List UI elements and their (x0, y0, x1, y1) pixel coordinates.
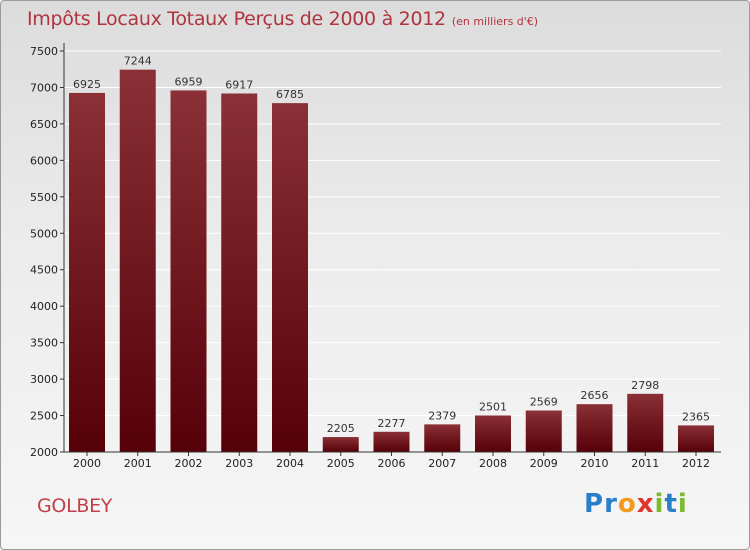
bar-2011 (627, 393, 664, 452)
y-tick-label: 4500 (30, 264, 58, 277)
bar-2002 (170, 90, 207, 452)
x-tick-label-2004: 2004 (276, 457, 304, 470)
title-line: Impôts Locaux Totaux Perçus de 2000 à 20… (27, 8, 538, 30)
y-tick-label: 7500 (30, 45, 58, 58)
y-tick-label: 3500 (30, 337, 58, 350)
y-tick-label: 7000 (30, 81, 58, 94)
x-tick-label-2005: 2005 (327, 457, 355, 470)
data-label-2010: 2656 (581, 389, 609, 402)
data-label-2006: 2277 (378, 417, 406, 430)
y-tick-label: 3000 (30, 373, 58, 386)
logo-letter: P (584, 489, 605, 519)
y-tick-label: 6500 (30, 118, 58, 131)
logo-letter: i (654, 489, 665, 519)
y-tick-label: 2000 (30, 446, 58, 459)
data-label-2002: 6959 (175, 75, 203, 88)
bar-2007 (424, 424, 461, 452)
data-label-2000: 6925 (73, 78, 101, 91)
logo-letter: t (664, 489, 678, 519)
y-tick-label: 2500 (30, 410, 58, 423)
bar-2008 (475, 415, 511, 452)
bar-2009 (525, 410, 562, 452)
y-tick-label: 5500 (30, 191, 58, 204)
proxiti-logo: Proxiti (584, 489, 688, 519)
data-label-2004: 6785 (276, 88, 304, 101)
x-tick-label-2006: 2006 (378, 457, 406, 470)
x-axis: 2000 2001 2002 2003 2004 2005 2006 2007 2008 2009… (64, 451, 721, 470)
data-label-2007: 2379 (428, 409, 456, 422)
bar-2003 (221, 93, 258, 453)
bar-2001 (119, 69, 156, 452)
x-tick-label-2003: 2003 (225, 457, 253, 470)
y-tick-label: 5000 (30, 227, 58, 240)
data-label-2008: 2501 (479, 400, 507, 413)
logo-letter: x (636, 489, 655, 519)
data-label-2012: 2365 (682, 410, 710, 423)
x-tick-label-2010: 2010 (581, 457, 609, 470)
x-tick-label-2011: 2011 (631, 457, 659, 470)
data-label-2009: 2569 (530, 396, 558, 409)
x-tick-label-2012: 2012 (682, 457, 710, 470)
bar-2006 (373, 431, 410, 452)
y-axis: 2000 2500 3000 3500 4000 4500 5000 5500 6000 6500… (30, 43, 65, 459)
x-tick-label-2001: 2001 (124, 457, 152, 470)
y-tick-label: 6000 (30, 154, 58, 167)
logo-letter: r (604, 489, 618, 519)
chart-subtitle: (en milliers d'€) (451, 15, 539, 28)
x-tick-label-2002: 2002 (175, 457, 203, 470)
data-label-2011: 2798 (631, 379, 659, 392)
data-label-2005: 2205 (327, 422, 355, 435)
logo-letter: o (617, 489, 637, 519)
x-tick-label-2007: 2007 (428, 457, 456, 470)
bar-2012 (678, 425, 714, 452)
bar-2004 (272, 103, 308, 452)
y-tick-label: 4000 (30, 300, 58, 313)
bar-2005 (322, 437, 359, 452)
data-label-2001: 7244 (124, 55, 152, 68)
grid-lines (64, 50, 721, 453)
x-tick-label-2000: 2000 (73, 457, 101, 470)
bar-2000 (69, 92, 105, 452)
x-tick-label-2009: 2009 (530, 457, 558, 470)
x-tick-label-2008: 2008 (479, 457, 507, 470)
bar-2010 (576, 404, 613, 452)
commune-name: GOLBEY (37, 495, 113, 517)
bars: 6925 7244 6959 6917 6785 2205 2277 2379 2501 2569… (69, 55, 714, 453)
data-label-2003: 6917 (225, 79, 253, 92)
logo-letter: i (677, 489, 688, 519)
chart-title: Impôts Locaux Totaux Perçus de 2000 à 20… (27, 8, 446, 30)
